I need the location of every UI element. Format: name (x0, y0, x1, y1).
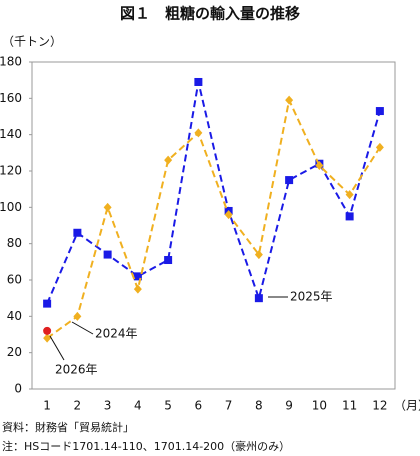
x-axis-label: （月） (394, 399, 420, 413)
chart-title: 図１ 粗糖の輸入量の推移 (120, 5, 300, 23)
marker (224, 210, 233, 220)
y-tick-label: 60 (7, 273, 22, 287)
marker (285, 95, 294, 105)
marker (194, 128, 203, 138)
marker (194, 77, 203, 86)
x-tick-label: 11 (342, 399, 357, 413)
y-axis-label: （千トン） (2, 35, 62, 49)
series-label: 2026年 (55, 363, 98, 377)
x-tick-label: 8 (255, 399, 263, 413)
marker (254, 294, 263, 303)
x-tick-label: 10 (312, 399, 327, 413)
y-tick-label: 140 (0, 127, 22, 141)
marker (43, 299, 52, 308)
y-tick-label: 40 (7, 309, 22, 323)
x-tick-label: 5 (164, 399, 172, 413)
marker (103, 202, 112, 212)
marker (254, 250, 263, 260)
marker (73, 228, 82, 237)
marker (43, 326, 52, 335)
note: 注：HSコード1701.14-110、1701.14-200（豪州のみ） (2, 439, 290, 453)
marker (164, 256, 173, 265)
series-line (46, 96, 381, 339)
y-tick-label: 100 (0, 200, 22, 214)
marker (103, 250, 112, 259)
marker (164, 155, 173, 165)
annotation-leader (49, 335, 65, 361)
marker (285, 176, 294, 185)
y-tick-label: 180 (0, 55, 22, 69)
x-tick-label: 7 (225, 399, 233, 413)
marker (133, 284, 142, 294)
series-label: 2024年 (95, 327, 138, 341)
annotation-leader (71, 321, 94, 335)
marker (133, 272, 142, 281)
note: 資料：財務省「貿易統計」 (2, 420, 134, 434)
y-tick-label: 120 (0, 164, 22, 178)
series-line (46, 81, 381, 305)
marker (345, 190, 354, 200)
y-tick-label: 0 (14, 382, 22, 396)
plot-frame (31, 61, 396, 390)
x-tick-label: 9 (285, 399, 293, 413)
x-tick-label: 12 (372, 399, 387, 413)
x-tick-label: 3 (104, 399, 112, 413)
x-tick-label: 1 (43, 399, 51, 413)
marker (43, 333, 52, 343)
y-tick-label: 160 (0, 91, 22, 105)
marker (345, 212, 354, 221)
x-tick-label: 2 (74, 399, 82, 413)
x-tick-label: 6 (195, 399, 203, 413)
marker (375, 107, 384, 116)
series-label: 2025年 (290, 290, 333, 304)
marker (375, 142, 384, 152)
marker (315, 161, 324, 171)
marker (73, 311, 82, 321)
y-tick-label: 80 (7, 236, 22, 250)
x-tick-label: 4 (134, 399, 142, 413)
y-tick-label: 20 (7, 345, 22, 359)
